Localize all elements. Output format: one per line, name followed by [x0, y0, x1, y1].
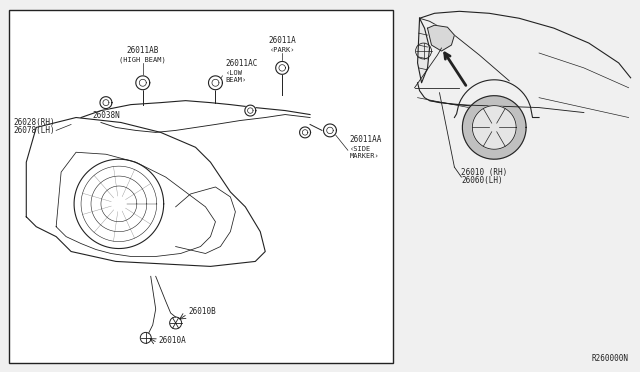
Text: 26011AB: 26011AB — [127, 46, 159, 55]
Polygon shape — [276, 61, 289, 74]
Polygon shape — [417, 18, 429, 83]
Text: R260000N: R260000N — [591, 354, 628, 363]
Polygon shape — [209, 76, 223, 90]
Text: 26038N: 26038N — [92, 110, 120, 119]
Text: MARKER›: MARKER› — [350, 153, 380, 159]
Polygon shape — [428, 25, 454, 51]
Text: 26011AA: 26011AA — [350, 135, 382, 144]
Polygon shape — [245, 105, 256, 116]
Text: 26060(LH): 26060(LH) — [461, 176, 503, 185]
Text: 26011A: 26011A — [268, 36, 296, 45]
Text: 26010B: 26010B — [189, 307, 216, 316]
Text: ‹PARK›: ‹PARK› — [269, 47, 295, 53]
Text: (HIGH BEAM): (HIGH BEAM) — [120, 57, 166, 63]
Text: ‹SIDE: ‹SIDE — [350, 146, 371, 152]
FancyBboxPatch shape — [10, 10, 393, 363]
Polygon shape — [100, 97, 112, 109]
Text: BEAM›: BEAM› — [225, 77, 246, 83]
Polygon shape — [463, 96, 526, 159]
Polygon shape — [324, 124, 337, 137]
Polygon shape — [136, 76, 150, 90]
Polygon shape — [472, 106, 516, 149]
Text: 26078(LH): 26078(LH) — [13, 126, 55, 135]
Polygon shape — [300, 127, 310, 138]
Text: 26010 (RH): 26010 (RH) — [461, 168, 508, 177]
Text: 26011AC: 26011AC — [225, 59, 258, 68]
Text: 26010A: 26010A — [159, 336, 186, 345]
Text: 26028(RH): 26028(RH) — [13, 118, 55, 128]
Text: ‹LOW: ‹LOW — [225, 70, 243, 76]
